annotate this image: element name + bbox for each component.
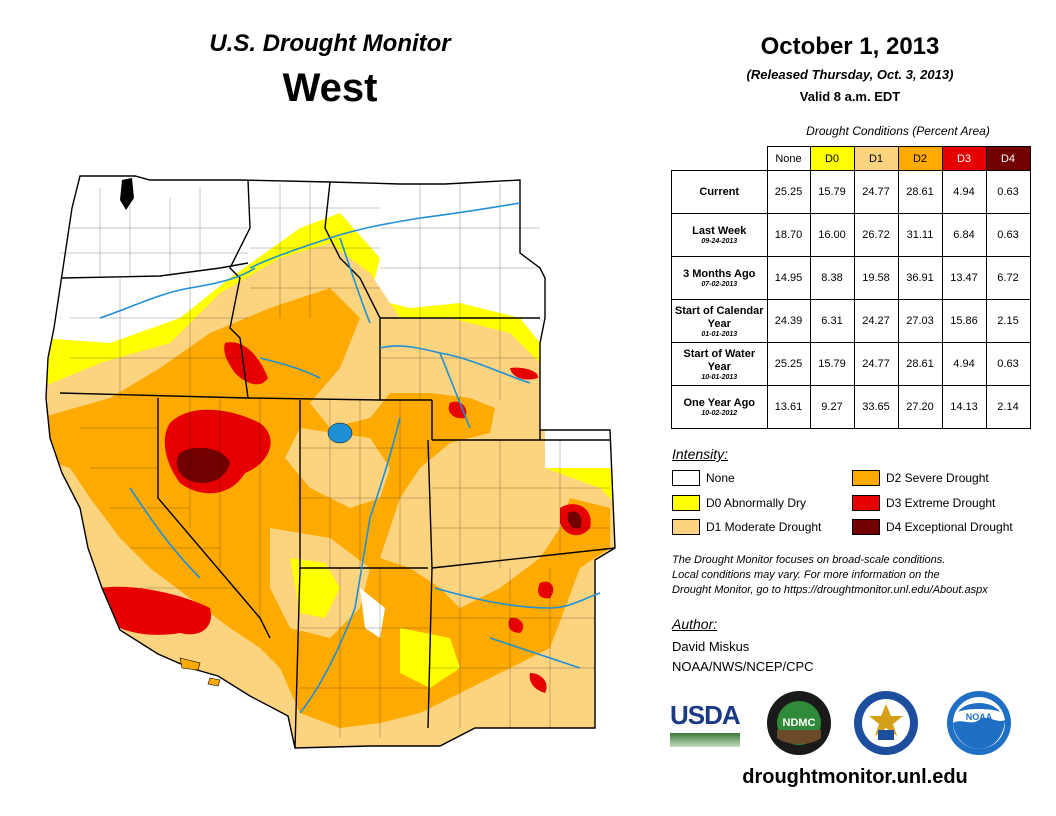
channel-island <box>207 677 221 687</box>
legend-swatch <box>852 519 880 535</box>
county-lines <box>60 183 610 738</box>
author-name: David Miskus <box>672 639 750 654</box>
legend-item-d1: D1 Moderate Drought <box>672 519 821 535</box>
legend-item-d4: D4 Exceptional Drought <box>852 519 1013 535</box>
legend-swatch <box>672 519 700 535</box>
col-d3: D3 <box>941 146 987 171</box>
legend-swatch <box>672 495 700 511</box>
col-d0: D0 <box>809 146 855 171</box>
legend-heading: Intensity: <box>672 446 729 462</box>
about-link[interactable]: Drought Monitor, go to https://droughtmo… <box>672 584 988 596</box>
state-boundaries <box>45 175 616 749</box>
region-title: West <box>282 66 378 110</box>
table-row: Current 25.25 15.79 24.77 28.61 4.94 0.63 <box>671 170 1031 214</box>
legend-swatch <box>852 470 880 486</box>
monitor-note: The Drought Monitor focuses on broad-sca… <box>672 553 1042 598</box>
map-title: U.S. Drought Monitor <box>209 30 451 57</box>
website-link[interactable]: droughtmonitor.unl.edu <box>742 766 968 788</box>
drought-map <box>45 175 616 749</box>
table-row: Last Week 09-24-2013 18.70 16.00 26.72 31.1… <box>671 213 1031 257</box>
legend-item-d3: D3 Extreme Drought <box>852 495 995 511</box>
table-row: One Year Ago 10-02-2012 13.61 9.27 33.65 27… <box>671 385 1031 429</box>
col-d2: D2 <box>897 146 943 171</box>
col-d1: D1 <box>853 146 899 171</box>
table-row: Start of Water Year 10-01-2013 25.25 15.79… <box>671 342 1031 386</box>
noaa-logo: NOAA <box>947 691 1011 755</box>
table-row: Start of Calendar Year 01-01-2013 24.39 6.… <box>671 299 1031 343</box>
legend-item-d2: D2 Severe Drought <box>852 470 989 486</box>
col-d4: D4 <box>985 146 1031 171</box>
legend-item-none: None <box>672 470 735 486</box>
legend-swatch <box>672 470 700 486</box>
author-info: David Miskus NOAA/NWS/NCEP/CPC <box>672 637 814 677</box>
svg-text:NDMC: NDMC <box>783 717 816 729</box>
legend-swatch <box>852 495 880 511</box>
puget-islands <box>120 178 134 210</box>
map-date: October 1, 2013 <box>760 33 940 60</box>
commerce-seal-icon <box>854 691 918 755</box>
author-heading: Author: <box>672 616 718 632</box>
svg-text:NOAA: NOAA <box>966 712 993 722</box>
valid-time: Valid 8 a.m. EDT <box>799 89 901 104</box>
great-salt-lake <box>327 422 353 444</box>
author-org: NOAA/NWS/NCEP/CPC <box>672 659 814 674</box>
col-none: None <box>766 146 811 171</box>
usda-logo: USDA <box>670 700 741 748</box>
legend-item-d0: D0 Abnormally Dry <box>672 495 806 511</box>
rivers <box>99 202 601 714</box>
drought-conditions-table: None D0 D1 D2 D3 D4 Current 25.25 15.79 24… <box>671 146 1031 429</box>
table-caption: Drought Conditions (Percent Area) <box>806 124 990 138</box>
table-row: 3 Months Ago 07-02-2013 14.95 8.38 19.58 36… <box>671 256 1031 300</box>
release-date: (Released Thursday, Oct. 3, 2013) <box>746 67 954 82</box>
ndmc-logo: NDMC <box>767 691 831 755</box>
channel-island <box>179 657 201 671</box>
